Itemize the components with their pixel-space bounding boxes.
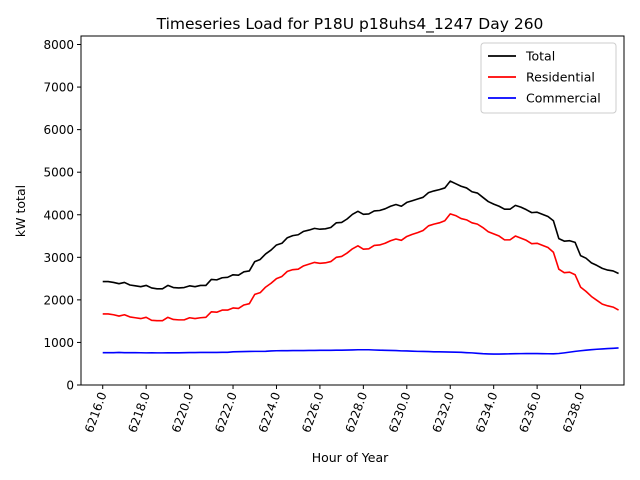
y-tick-label: 2000	[43, 293, 74, 307]
y-axis-label: kW total	[13, 185, 28, 237]
legend-label-residential: Residential	[526, 70, 595, 85]
legend-label-total: Total	[525, 49, 555, 64]
y-tick-label: 8000	[43, 38, 74, 52]
series-line-total	[102, 180, 619, 290]
y-tick-label: 4000	[43, 208, 74, 222]
series-line-residential	[102, 213, 619, 322]
legend-label-commercial: Commercial	[526, 91, 601, 106]
series-line-commercial	[102, 347, 619, 355]
y-tick-label: 0	[66, 379, 74, 393]
axes-frame	[80, 35, 625, 386]
y-tick-label: 6000	[43, 123, 74, 137]
legend: Total Residential Commercial	[480, 42, 617, 114]
y-tick-label: 7000	[43, 81, 74, 95]
y-tick-label: 3000	[43, 251, 74, 265]
y-tick-label: 5000	[43, 166, 74, 180]
legend-box	[480, 42, 617, 114]
x-axis-label: Hour of Year	[312, 450, 389, 465]
series-layer	[102, 180, 619, 355]
chart-title: Timeseries Load for P18U p18uhs4_1247 Da…	[156, 15, 544, 34]
y-tick-label: 1000	[43, 336, 74, 350]
